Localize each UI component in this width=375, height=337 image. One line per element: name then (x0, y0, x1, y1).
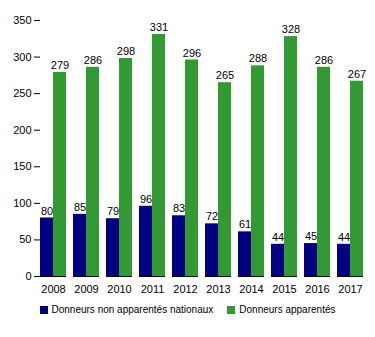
svg-text:328: 328 (282, 23, 300, 35)
svg-text:2011: 2011 (141, 283, 165, 295)
svg-text:298: 298 (117, 45, 135, 57)
svg-text:44: 44 (338, 231, 350, 243)
svg-text:2013: 2013 (206, 283, 230, 295)
svg-text:2016: 2016 (305, 283, 329, 295)
svg-text:2012: 2012 (173, 283, 197, 295)
svg-text:2014: 2014 (239, 283, 263, 295)
svg-text:45: 45 (305, 230, 317, 242)
svg-text:200: 200 (13, 124, 31, 136)
svg-text:286: 286 (84, 54, 102, 66)
svg-text:83: 83 (173, 202, 185, 214)
svg-text:279: 279 (51, 59, 69, 71)
html-text:Donneurs apparentés: Donneurs apparentés (239, 304, 336, 315)
svg-text:267: 267 (348, 68, 366, 80)
svg-text:79: 79 (107, 205, 119, 217)
svg-text:2009: 2009 (74, 283, 98, 295)
html-text:Donneurs non apparentés nation: Donneurs non apparentés nationaux (51, 304, 214, 315)
svg-text:61: 61 (239, 218, 251, 230)
svg-text:96: 96 (140, 193, 152, 205)
svg-text:288: 288 (249, 52, 267, 64)
svg-text:0: 0 (25, 270, 31, 282)
svg-text:100: 100 (13, 197, 31, 209)
svg-text:50: 50 (19, 233, 31, 245)
svg-text:44: 44 (272, 231, 284, 243)
svg-text:2015: 2015 (272, 283, 296, 295)
svg-text:2008: 2008 (41, 283, 65, 295)
svg-text:331: 331 (150, 21, 168, 33)
svg-text:296: 296 (183, 47, 201, 59)
svg-text:286: 286 (315, 54, 333, 66)
svg-text:85: 85 (74, 201, 86, 213)
svg-text:80: 80 (41, 205, 53, 217)
svg-text:265: 265 (216, 69, 234, 81)
svg-text:150: 150 (13, 160, 31, 172)
svg-text:350: 350 (13, 14, 31, 26)
svg-text:72: 72 (206, 210, 218, 222)
svg-text:250: 250 (13, 87, 31, 99)
svg-text:2010: 2010 (107, 283, 131, 295)
svg-text:2017: 2017 (338, 283, 362, 295)
svg-text:300: 300 (13, 51, 31, 63)
